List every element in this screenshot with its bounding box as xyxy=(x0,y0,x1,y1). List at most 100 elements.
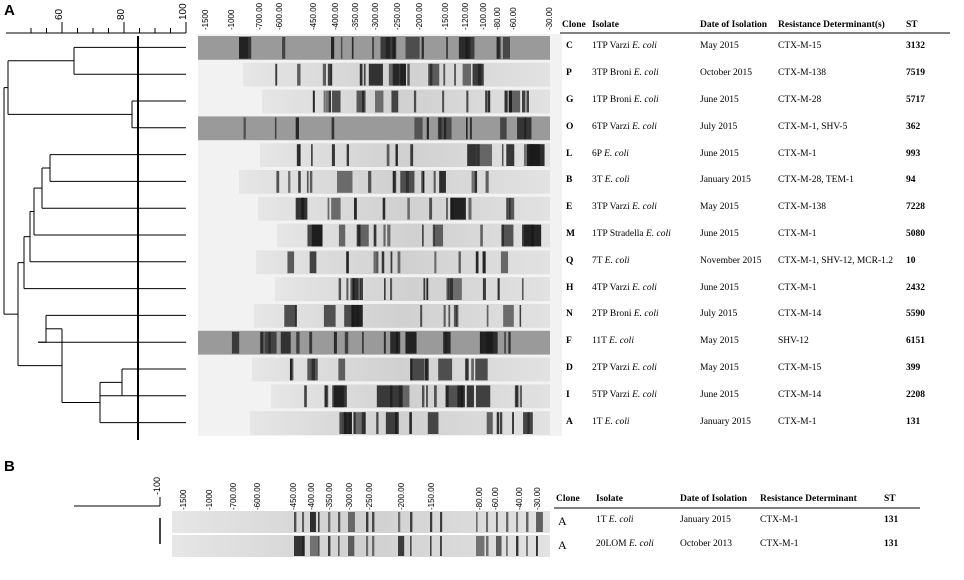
table-resistance: SHV-12 xyxy=(778,336,809,347)
table-resistance: CTX-M-1 xyxy=(778,229,817,239)
table-st: 94 xyxy=(906,175,916,186)
gel-band-b xyxy=(410,536,412,556)
scale-tick-label-b: -100 xyxy=(152,477,162,495)
header-resistance: Resistance Determinant(s) xyxy=(778,20,885,30)
gel-band-b xyxy=(430,536,432,556)
gel-band xyxy=(397,251,401,274)
gel-band-b xyxy=(348,536,355,556)
gel-band xyxy=(354,197,357,220)
size-marker-label-b: -1500 xyxy=(179,489,188,510)
gel-band xyxy=(426,117,429,140)
gel-band xyxy=(304,385,307,408)
gel-band xyxy=(295,117,299,140)
table-date: June 2015 xyxy=(700,95,739,105)
table-clone: N xyxy=(566,309,573,320)
gel-band xyxy=(231,331,240,354)
gel-band xyxy=(414,117,423,140)
gel-band xyxy=(475,251,478,274)
table-date: July 2015 xyxy=(700,121,738,132)
header-st-b: ST xyxy=(884,494,896,504)
gel-band xyxy=(342,412,346,434)
gel-image-b xyxy=(172,511,550,557)
gel-band xyxy=(363,63,366,86)
gel-band xyxy=(462,63,472,86)
table-isolate: 1TP Stradella E. coli xyxy=(592,229,671,239)
size-marker-label-b: -40.00 xyxy=(515,487,524,510)
gel-band xyxy=(390,278,393,300)
gel-band xyxy=(324,385,327,408)
gel-band-b xyxy=(294,512,297,532)
gel-band xyxy=(323,305,336,327)
table-date: May 2015 xyxy=(700,202,739,213)
gel-band xyxy=(471,171,474,193)
gel-band xyxy=(433,171,436,193)
table-st: 6151 xyxy=(906,336,925,347)
gel-band xyxy=(311,358,316,381)
gel-band xyxy=(392,37,396,59)
gel-band xyxy=(450,197,454,220)
gel-band xyxy=(485,171,489,193)
gel-band xyxy=(504,331,506,354)
gel-band xyxy=(434,251,437,274)
gel-band xyxy=(442,90,445,113)
gel-lane xyxy=(258,196,550,221)
gel-band xyxy=(506,144,515,166)
table-clone: I xyxy=(566,389,570,400)
gel-band-b xyxy=(506,512,509,532)
gel-band-b xyxy=(302,512,305,532)
gel-band xyxy=(386,144,390,166)
gel-band xyxy=(383,331,386,354)
gel-band xyxy=(527,412,530,434)
table-clone: L xyxy=(566,148,573,159)
gel-band xyxy=(425,358,429,381)
gel-band-b xyxy=(318,536,320,556)
gel-band xyxy=(338,278,342,300)
size-marker-label: -200.00 xyxy=(415,2,424,30)
table-clone: E xyxy=(566,202,573,213)
gel-band xyxy=(480,331,494,354)
gel-band xyxy=(368,63,383,86)
table-date: January 2015 xyxy=(700,416,751,427)
scale-tick-label: 80 xyxy=(116,8,127,20)
gel-band xyxy=(280,331,291,354)
gel-band xyxy=(429,63,433,86)
gel-band-b xyxy=(410,512,413,532)
gel-band xyxy=(486,412,493,434)
gel-band xyxy=(466,385,474,408)
gel-band xyxy=(464,358,468,381)
gel-band xyxy=(458,251,461,274)
gel-band xyxy=(426,278,429,300)
size-marker-label-b: -80.00 xyxy=(475,487,484,510)
gel-band xyxy=(497,278,500,300)
gel-band xyxy=(446,37,448,59)
table-date: May 2015 xyxy=(700,336,739,347)
gel-band xyxy=(329,63,333,86)
gel-band xyxy=(530,144,534,166)
gel-band xyxy=(288,171,291,193)
gel-band xyxy=(297,63,301,86)
header-clone-b: Clone xyxy=(556,494,580,504)
gel-band xyxy=(519,305,522,327)
gel-band xyxy=(340,37,343,59)
gel-band xyxy=(276,171,280,193)
table-date: October 2015 xyxy=(700,68,752,79)
gel-band xyxy=(410,358,425,381)
table-st: 362 xyxy=(906,121,921,132)
gel-band xyxy=(380,37,391,59)
gel-band xyxy=(477,63,482,86)
gel-band xyxy=(443,331,451,354)
size-marker-label-b: -600.00 xyxy=(253,482,262,510)
table-isolate: 3T E. coli xyxy=(592,175,630,186)
gel-band-b xyxy=(496,512,498,532)
size-marker-label: -700.00 xyxy=(255,2,264,30)
gel-band xyxy=(426,385,428,408)
gel-band xyxy=(443,117,447,140)
gel-band xyxy=(296,331,300,354)
gel-band xyxy=(390,331,401,354)
gel-band xyxy=(239,37,249,59)
gel-band xyxy=(275,63,278,86)
gel-band xyxy=(427,412,439,434)
gel-band xyxy=(260,331,264,354)
gel-band xyxy=(466,117,468,140)
gel-band-b xyxy=(372,512,375,532)
